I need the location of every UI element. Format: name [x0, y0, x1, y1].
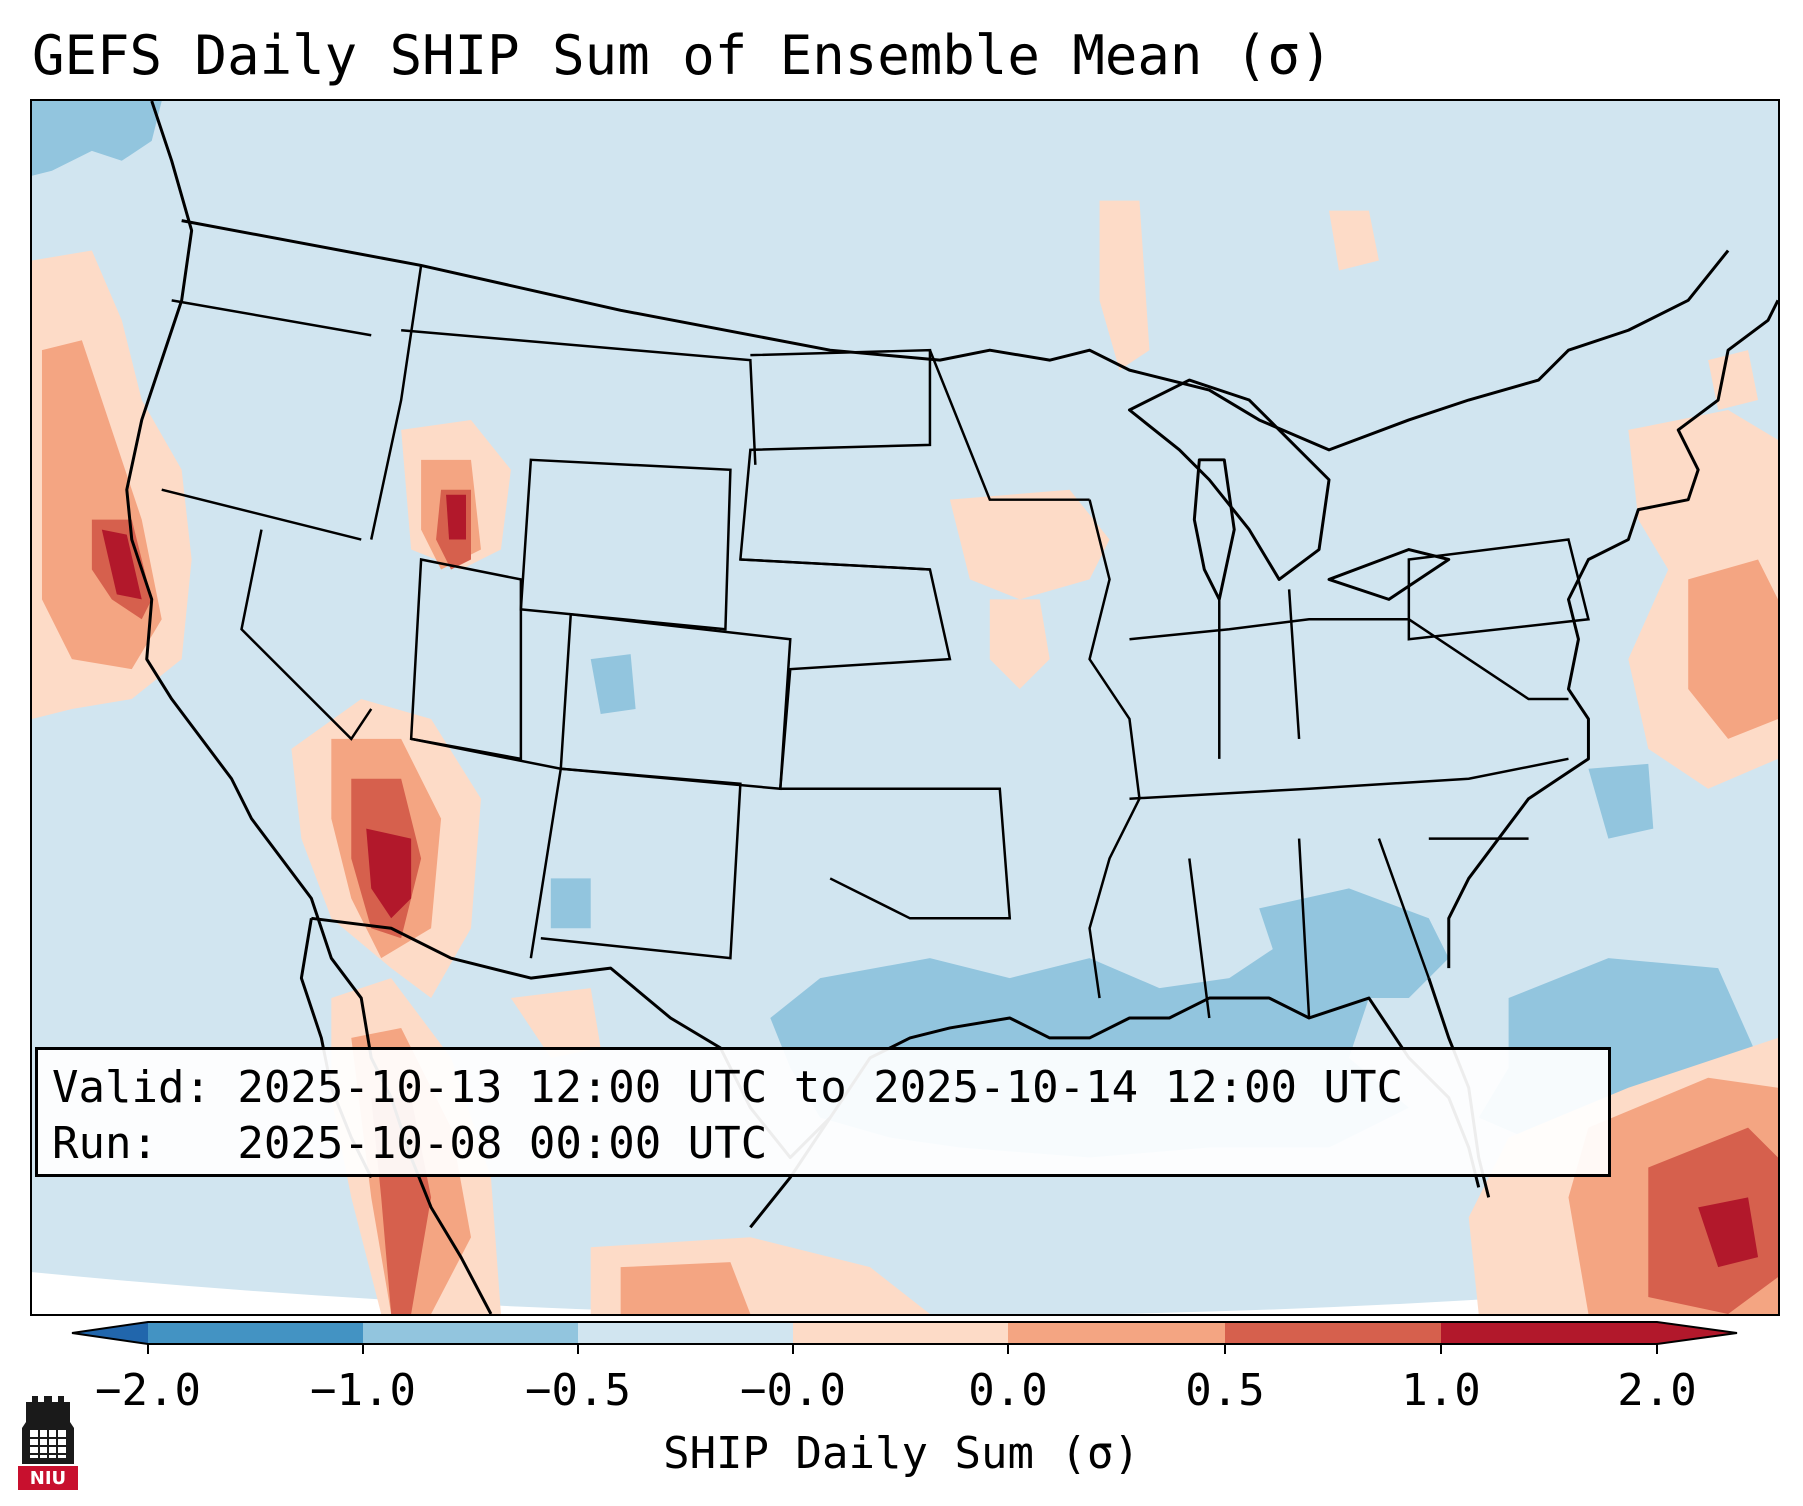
texas-light-blob: [510, 988, 601, 1058]
colorbar-segment: [363, 1322, 578, 1344]
arizona-peak-blob: [366, 828, 412, 919]
mn-ia-border: [928, 349, 1090, 501]
mississippi-river: [1088, 499, 1141, 999]
mt-border: [401, 329, 757, 465]
colorbar-tick-label: 0.5: [1185, 1365, 1265, 1416]
colorbar-segment: [1008, 1322, 1225, 1344]
mexico-south-medium-blob: [620, 1262, 751, 1314]
tn-border: [1129, 757, 1569, 800]
colorbar-tick-label: 1.0: [1401, 1365, 1481, 1416]
colorbar-tick-label: −2.0: [95, 1365, 201, 1416]
colorbar-segment: [148, 1322, 363, 1344]
colorbar-segment: [1225, 1322, 1441, 1344]
utah-peak-blob: [446, 494, 467, 540]
positive-anomalies: [32, 200, 1778, 1314]
colorbar-segment: [578, 1322, 793, 1344]
valid-run-info-box: Valid: 2025-10-13 12:00 UTC to 2025-10-1…: [35, 1047, 1611, 1177]
quebec-blob: [1329, 210, 1379, 271]
sw-negative-blob-1: [590, 654, 636, 714]
northeast-borders: [1407, 538, 1590, 641]
id-border: [370, 265, 423, 540]
colorbar-extend-high: [1657, 1322, 1737, 1344]
pacific-nw-negative-blob: [32, 101, 162, 176]
missouri-light-blob: [989, 599, 1050, 690]
atlantic-medium-blob: [1688, 559, 1778, 739]
colorbar-label: SHIP Daily Sum (σ): [663, 1428, 1140, 1479]
colorbar-tick-label: −0.5: [525, 1365, 631, 1416]
caribbean-peak-blob: [1698, 1197, 1759, 1268]
niu-castle-icon: NIU: [18, 1396, 78, 1490]
out-of-domain-area-right: [1688, 101, 1778, 401]
map-title: GEFS Daily SHIP Sum of Ensemble Mean (σ): [32, 24, 1333, 87]
colorbar-segment: [1441, 1322, 1657, 1344]
state-borders: [161, 265, 1590, 1019]
california-peak-blob: [101, 529, 142, 600]
colorbar-tick-label: 2.0: [1617, 1365, 1697, 1416]
atlantic-negative-blob-2: [1588, 763, 1654, 839]
east-coastline: [1447, 299, 1778, 969]
colorbar-tick-label: −1.0: [310, 1365, 416, 1416]
valid-time-text: Valid: 2025-10-13 12:00 UTC to 2025-10-1…: [52, 1062, 1404, 1113]
colorbar-segment: [793, 1322, 1008, 1344]
canada-east-blob: [1099, 200, 1150, 371]
colorbar: [71, 1321, 1738, 1354]
nv-border: [240, 529, 373, 741]
run-time-text: Run: 2025-10-08 00:00 UTC: [52, 1118, 768, 1169]
wy-border: [519, 458, 732, 631]
nm-tx-border: [540, 767, 742, 960]
ok-border: [780, 787, 1012, 920]
colorbar-tick-label: 0.0: [968, 1365, 1048, 1416]
or-ca-border: [161, 488, 362, 541]
logo-text: NIU: [30, 1468, 66, 1489]
colorbar-tick-label: −0.0: [740, 1365, 846, 1416]
sw-negative-blob-2: [550, 878, 591, 929]
wa-or-border: [171, 299, 372, 337]
ut-border: [409, 557, 523, 761]
south-states-border: [1188, 837, 1529, 1019]
colorbar-extend-low: [72, 1322, 148, 1344]
us-canada-border: [181, 219, 1730, 452]
iowa-light-blob: [949, 489, 1110, 600]
lake-erie-outline: [1327, 548, 1451, 601]
in-oh-border: [1218, 589, 1301, 759]
